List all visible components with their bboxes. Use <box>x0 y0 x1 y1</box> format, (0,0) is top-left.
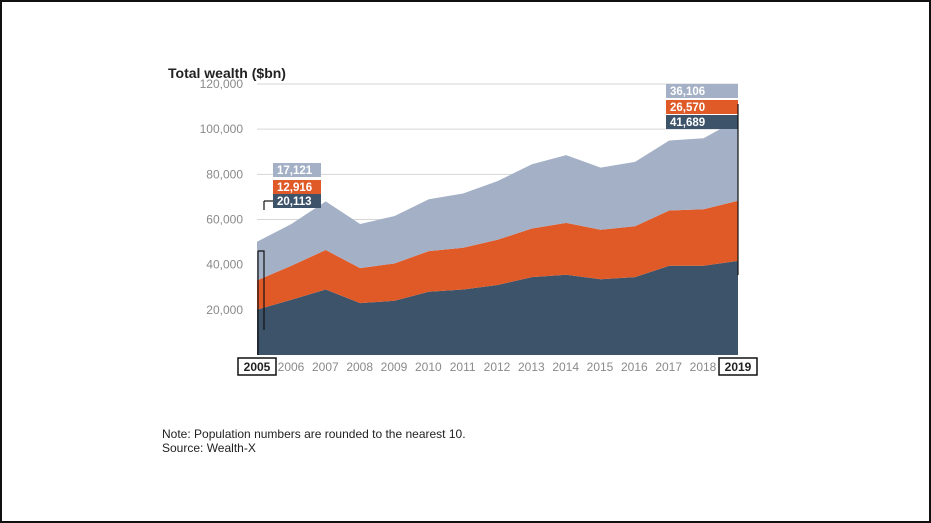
area-series <box>257 119 738 355</box>
y-tick-label: 80,000 <box>206 167 243 181</box>
x-tick-label: 2018 <box>690 360 717 374</box>
value-callouts: 17,121 12,916 20,113 36,106 26,570 41,689 <box>257 84 739 355</box>
area-series-3 <box>257 119 738 281</box>
y-tick-label: 40,000 <box>206 258 243 272</box>
y-axis-ticks: 20,000 40,000 60,000 80,000 100,000 120,000 <box>200 77 244 317</box>
x-tick-label: 2019 <box>725 360 752 374</box>
y-tick-label: 20,000 <box>206 303 243 317</box>
source-text: Source: Wealth-X <box>162 441 256 455</box>
x-tick-label: 2006 <box>278 360 305 374</box>
x-tick-label: 2009 <box>381 360 408 374</box>
callout-value: 12,916 <box>277 182 312 194</box>
x-tick-box <box>718 357 758 376</box>
callout-box <box>273 180 321 194</box>
chart-title: Total wealth ($bn) <box>168 65 286 81</box>
callout-box <box>666 115 738 129</box>
x-tick-label: 2014 <box>552 360 579 374</box>
x-tick-label: 2015 <box>587 360 614 374</box>
x-tick-label: 2007 <box>312 360 339 374</box>
y-tick-label: 120,000 <box>200 77 244 91</box>
x-tick-label: 2005 <box>244 360 271 374</box>
chart-note: Note: Population numbers are rounded to … <box>162 427 466 455</box>
x-tick-label: 2008 <box>346 360 373 374</box>
callout-box <box>666 84 738 98</box>
callout-value: 41,689 <box>670 117 705 129</box>
y-tick-label: 60,000 <box>206 213 243 227</box>
callout-box <box>273 194 321 208</box>
callout-value: 26,570 <box>670 102 705 114</box>
x-tick-label: 2013 <box>518 360 545 374</box>
note-text: Note: Population numbers are rounded to … <box>162 427 466 441</box>
callout-value: 20,113 <box>277 196 312 208</box>
x-tick-label: 2010 <box>415 360 442 374</box>
callout-bracket <box>258 201 265 330</box>
x-tick-label: 2011 <box>450 360 476 374</box>
callout-box <box>273 163 321 177</box>
x-axis-ticks: 2005 2006 2007 2008 2009 2010 2011 2012 2013 2014… <box>237 357 758 376</box>
callout-value: 36,106 <box>670 86 705 98</box>
callout-box <box>666 100 738 114</box>
callout-value: 17,121 <box>277 165 313 177</box>
y-tick-label: 100,000 <box>200 122 244 136</box>
x-tick-label: 2017 <box>655 360 682 374</box>
x-tick-label: 2012 <box>484 360 511 374</box>
x-tick-label: 2016 <box>621 360 648 374</box>
x-tick-box <box>237 357 277 376</box>
area-series-1 <box>257 260 738 355</box>
